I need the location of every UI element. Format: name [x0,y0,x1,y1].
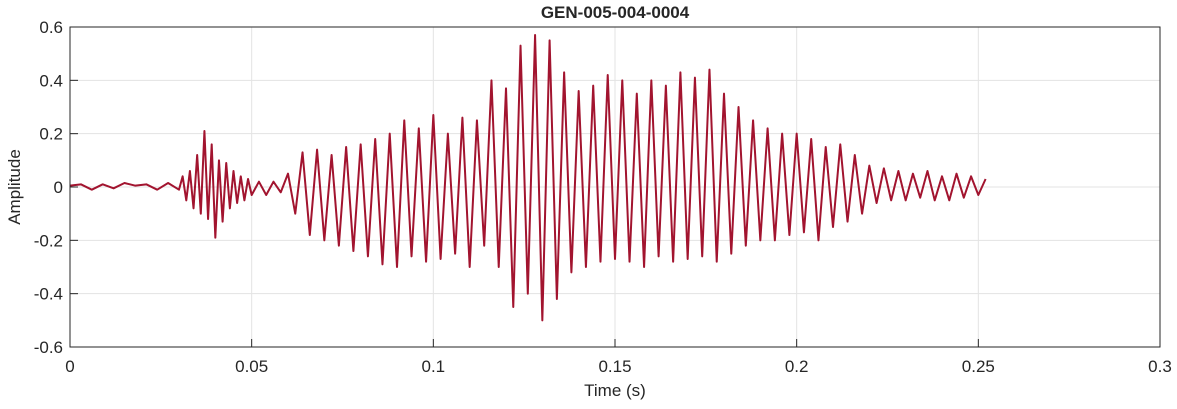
x-axis-label: Time (s) [584,381,646,400]
y-tick-label: 0.6 [39,18,63,37]
x-tick-label: 0.05 [235,357,268,376]
plot-frame [69,26,1161,348]
x-tick-label: 0 [65,357,74,376]
chart-title: GEN-005-004-0004 [541,3,690,22]
x-tick-label: 0.15 [598,357,631,376]
y-axis-label: Amplitude [5,149,24,225]
y-tick-label: -0.2 [34,231,63,250]
x-tick-label: 0.25 [962,357,995,376]
y-tick-label: 0 [54,178,63,197]
x-tick-label: 0.1 [422,357,446,376]
waveform-line [69,34,987,322]
y-tick-label: 0.4 [39,71,63,90]
y-tick-label: 0.2 [39,125,63,144]
y-tick-label: -0.6 [34,338,63,357]
y-tick-label: -0.4 [34,285,63,304]
x-tick-label: 0.2 [785,357,809,376]
x-tick-label: 0.3 [1148,357,1172,376]
